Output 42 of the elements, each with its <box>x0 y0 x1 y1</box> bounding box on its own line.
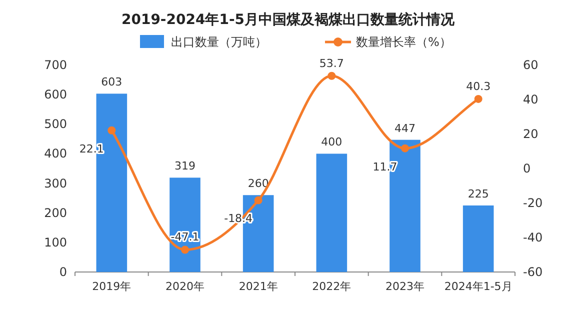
x-tick-label: 2019年 <box>92 280 132 293</box>
y-tick-label: 100 <box>44 235 67 250</box>
y2-tick-label: 0 <box>523 162 531 176</box>
y2-tick-label: -40 <box>523 230 543 244</box>
data-label: 319 <box>174 160 196 173</box>
point <box>474 94 482 103</box>
y-tick-label: 600 <box>44 88 67 102</box>
y2-tick-label: 40 <box>523 92 538 106</box>
data-label: 400 <box>321 136 342 149</box>
bar <box>316 154 348 272</box>
x-tick-label: 2023年 <box>386 280 424 293</box>
x-tick-label: 2020年 <box>166 280 204 293</box>
x-tick-label: 2022年 <box>312 280 352 293</box>
y-tick-label: 200 <box>44 206 67 220</box>
x-tick-label: 2021年 <box>238 280 278 293</box>
y2-tick-label: -20 <box>523 196 543 210</box>
data-label: 603 <box>101 76 122 89</box>
legend-label: 出口数量（万吨） <box>171 35 267 49</box>
data-label: 53.7 <box>319 56 344 70</box>
y2-tick-label: 60 <box>523 58 538 72</box>
y2-tick-label: 20 <box>523 127 538 141</box>
data-label: -47.1 <box>170 230 200 244</box>
data-label: 225 <box>468 187 489 200</box>
legend-label: 数量增长率（%） <box>356 35 452 49</box>
point <box>108 126 116 134</box>
x-tick-label: 2024年1-5月 <box>444 280 512 293</box>
bar <box>462 205 494 272</box>
y-tick-label: 300 <box>44 176 67 190</box>
data-label: 447 <box>394 122 416 135</box>
y-tick-label: 400 <box>44 146 67 161</box>
point <box>328 72 336 80</box>
point <box>254 196 262 204</box>
y-tick-label: 0 <box>59 265 67 279</box>
y-tick-label: 500 <box>44 117 67 132</box>
data-label: 40.3 <box>466 80 491 93</box>
data-label: 260 <box>248 177 269 190</box>
y-tick-label: 700 <box>44 58 67 72</box>
chart-title: 2019-2024年1-5月中国煤及褐煤出口数量统计情况 <box>121 11 456 28</box>
point <box>401 144 409 152</box>
point <box>181 246 189 254</box>
y2-tick-label: -60 <box>523 265 543 279</box>
bar <box>170 178 200 272</box>
